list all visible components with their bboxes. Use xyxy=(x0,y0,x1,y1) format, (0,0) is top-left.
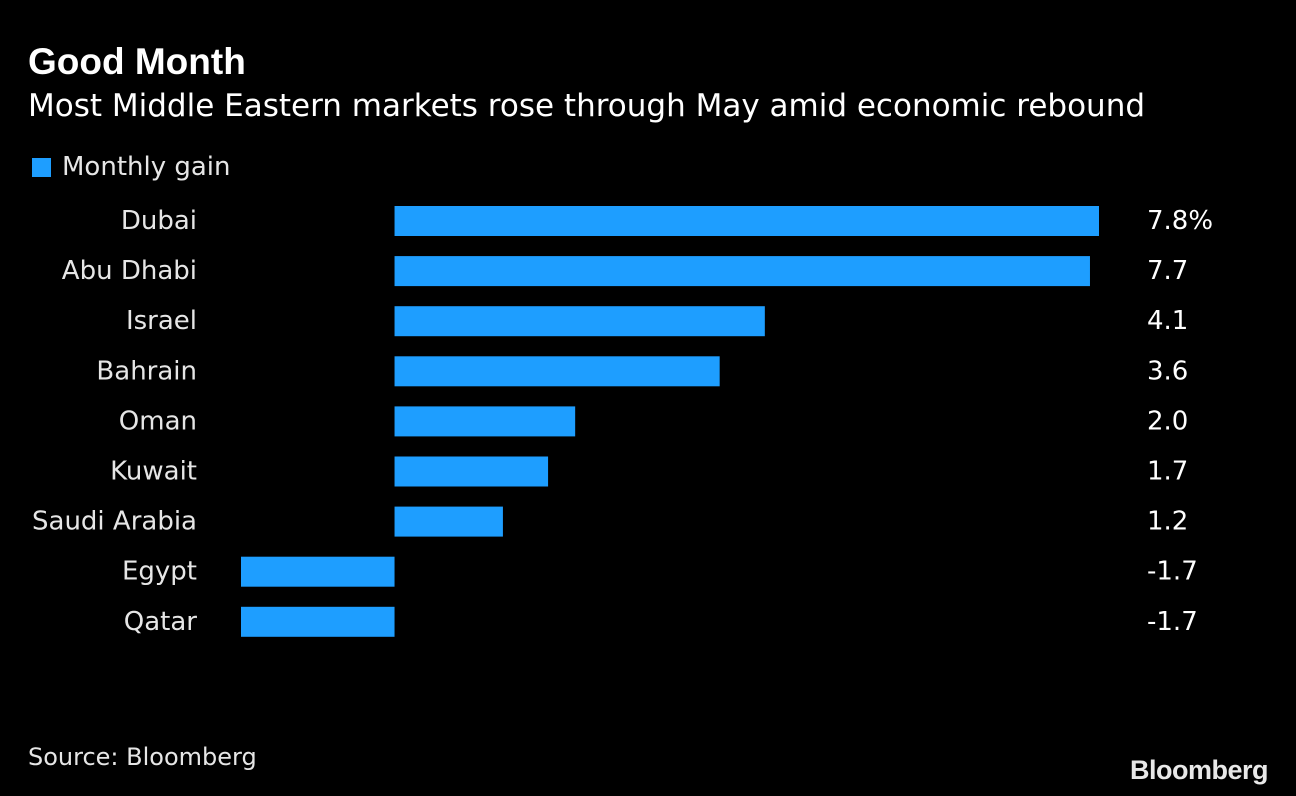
bloomberg-logo: Bloomberg xyxy=(1129,755,1269,785)
category-label: Qatar xyxy=(124,607,198,637)
category-label: Dubai xyxy=(121,206,197,236)
legend-label: Monthly gain xyxy=(62,152,231,182)
category-label: Abu Dhabi xyxy=(62,256,197,286)
legend-swatch xyxy=(32,157,51,177)
category-label: Kuwait xyxy=(110,457,197,487)
bar xyxy=(394,256,1090,287)
value-label: -1.7 xyxy=(1147,557,1198,587)
category-label: Egypt xyxy=(122,557,197,587)
chart-subtitle: Most Middle Eastern markets rose through… xyxy=(28,88,1146,124)
value-label: 1.7 xyxy=(1147,457,1188,487)
value-label: 2.0 xyxy=(1147,406,1188,436)
category-label: Saudi Arabia xyxy=(32,507,197,537)
bar xyxy=(394,206,1099,236)
bar xyxy=(394,506,503,537)
bar xyxy=(394,456,549,487)
bar xyxy=(394,406,576,437)
value-label: 3.6 xyxy=(1147,356,1188,386)
value-label: 1.2 xyxy=(1147,507,1188,537)
category-label: Bahrain xyxy=(96,356,197,386)
value-label: 7.7 xyxy=(1147,256,1188,286)
chart-title: Good Month xyxy=(28,41,246,82)
value-label: 7.8% xyxy=(1147,206,1213,236)
category-label: Oman xyxy=(119,406,197,436)
bar xyxy=(394,306,765,337)
bar xyxy=(241,606,395,637)
legend: Monthly gain xyxy=(32,150,231,184)
bar xyxy=(241,556,395,587)
value-label: 4.1 xyxy=(1147,306,1188,336)
category-label: Israel xyxy=(126,306,197,336)
bar xyxy=(394,356,720,387)
value-label: -1.7 xyxy=(1147,607,1198,637)
source-note: Source: Bloomberg xyxy=(28,743,257,771)
